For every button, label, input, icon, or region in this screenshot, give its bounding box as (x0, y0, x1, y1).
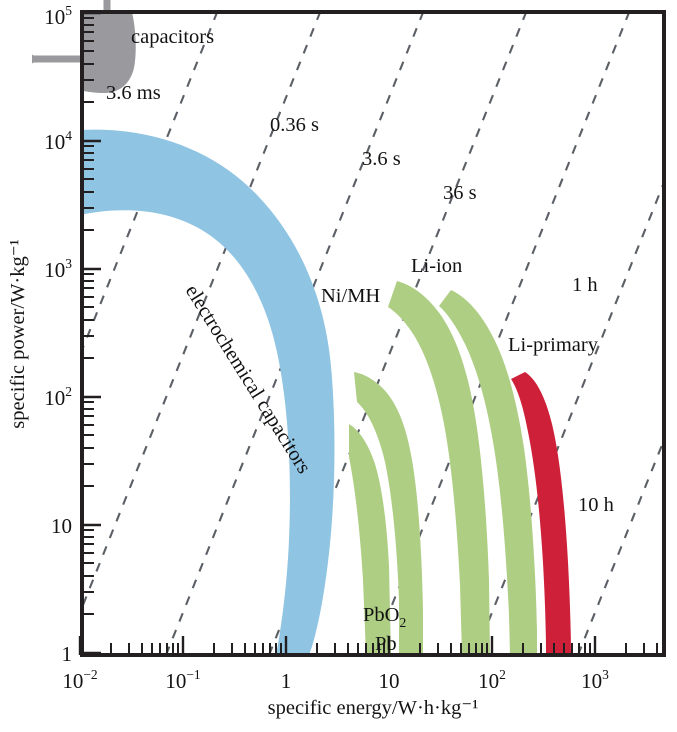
x-tick-label: 10−2 (62, 667, 97, 693)
lead-dioxide-subscript: 2 (399, 615, 406, 630)
y-tick-label: 104 (44, 128, 72, 154)
y-tick-label-base: 10 (44, 130, 65, 154)
x-tick-minor-group (110, 643, 658, 655)
y-tick-label-exp: 2 (65, 384, 72, 399)
iso-time-line-3.6ms (80, 12, 219, 358)
y-tick-label: 10 (51, 514, 72, 538)
region-electrochemical-capacitors (80, 129, 335, 655)
y-tick-labels: 1 10 102 103 104 105 (44, 3, 72, 666)
region-li-ion (439, 290, 537, 655)
region-label-ni-mh: Ni/MH (321, 285, 380, 307)
region-label-capacitors: capacitors (131, 26, 214, 48)
lead-dioxide-text: PbO (363, 604, 399, 626)
y-tick-label: 102 (44, 384, 72, 410)
x-tick-label-exp: −1 (186, 667, 200, 682)
x-axis-title: specific energy/W·h·kg⁻¹ (268, 697, 479, 719)
iso-time-label-10h: 10 h (578, 494, 614, 516)
y-tick-label-exp: 5 (65, 3, 72, 18)
y-tick-label-base: 10 (51, 514, 72, 538)
iso-time-label-0.36s: 0.36 s (270, 114, 319, 136)
x-axis-ticks (78, 636, 658, 655)
region-label-lead-dioxide: PbO2 (363, 604, 406, 630)
iso-time-label-36s: 36 s (443, 182, 477, 204)
y-tick-label-base: 10 (44, 5, 65, 29)
y-axis-ticks (82, 11, 101, 655)
iso-time-label-3.6s: 3.6 s (362, 148, 401, 170)
iso-time-line-360s (371, 12, 631, 655)
y-tick-label-base: 10 (44, 386, 65, 410)
x-tick-label-base: 10 (478, 669, 499, 693)
x-tick-label: 10 (379, 669, 400, 693)
region-label-lead: Pb (375, 633, 397, 655)
iso-time-line-3.6s (165, 12, 425, 655)
x-tick-label-exp: 3 (602, 667, 609, 682)
x-tick-label-exp: −2 (83, 667, 97, 682)
x-tick-label-exp: 2 (499, 667, 506, 682)
iso-time-line-0.36s (80, 12, 322, 616)
y-tick-label-exp: 3 (65, 256, 72, 271)
x-tick-label-base: 10 (62, 669, 83, 693)
x-tick-label: 103 (581, 667, 609, 693)
x-tick-label-base: 1 (281, 669, 292, 693)
region-label-li-ion: Li-ion (411, 255, 462, 277)
iso-time-label-1h: 1 h (572, 274, 598, 296)
x-tick-labels: 10−2 10−1 1 10 102 103 (62, 667, 609, 693)
x-tick-label: 10−1 (165, 667, 200, 693)
x-tick-label-base: 10 (379, 669, 400, 693)
region-lead-acid (349, 372, 423, 655)
region-ni-mh (388, 281, 490, 655)
x-tick-label-base: 10 (581, 669, 602, 693)
x-tick-label: 1 (281, 669, 292, 693)
y-tick-label-base: 1 (62, 642, 73, 666)
region-li-primary (511, 372, 571, 655)
x-tick-label-base: 10 (165, 669, 186, 693)
y-tick-label: 103 (44, 256, 72, 282)
iso-time-label-3.6ms: 3.6 ms (106, 82, 161, 104)
y-axis-title: specific power/W·kg⁻¹ (7, 239, 29, 428)
iso-time-line-36s (268, 12, 528, 655)
y-tick-label-exp: 4 (65, 128, 72, 143)
x-tick-label: 102 (478, 667, 506, 693)
y-tick-label: 1 (62, 642, 73, 666)
iso-time-line-group (80, 12, 666, 655)
region-group (80, 129, 571, 655)
region-label-li-primary: Li-primary (508, 334, 599, 356)
y-tick-minor-group (82, 17, 94, 615)
y-tick-label: 105 (44, 3, 72, 29)
y-tick-label-base: 10 (44, 258, 65, 282)
